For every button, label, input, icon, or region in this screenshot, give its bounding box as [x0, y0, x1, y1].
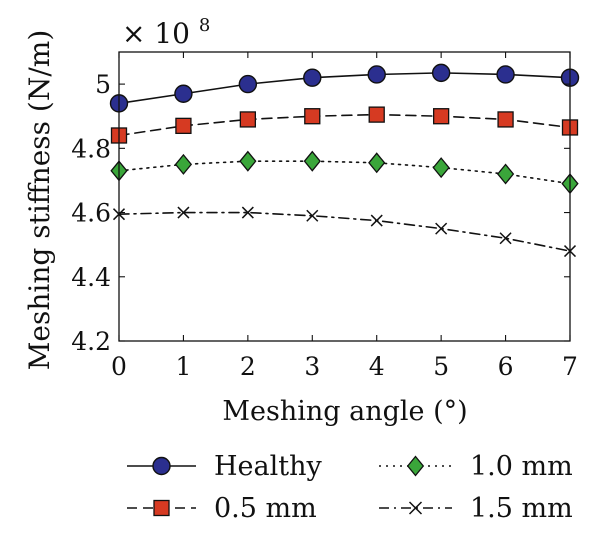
series-0-point-6 — [496, 65, 515, 84]
x-tick-label-7: 7 — [562, 352, 578, 381]
series-3-point-3-stroke-b — [306, 209, 319, 222]
legend-item-1-5-mm: 1.5 mm — [379, 493, 573, 524]
series-1-0-mm — [110, 150, 579, 195]
series-0-point-3 — [303, 68, 322, 87]
series-1-point-3 — [304, 108, 321, 125]
series-1-point-6 — [497, 111, 514, 128]
legend-marker-0 — [152, 456, 171, 476]
legend-item-1-0-mm: 1.0 mm — [379, 451, 573, 482]
x-tick-label-3: 3 — [304, 352, 320, 381]
series-3-point-3 — [306, 209, 319, 222]
series-2-point-3 — [303, 150, 321, 172]
x-axis-label: Meshing angle (°) — [222, 396, 467, 427]
series-3-point-4-stroke-b — [370, 214, 383, 227]
series-line-3 — [118, 211, 571, 252]
legend-marker-2 — [406, 455, 425, 477]
series-3-point-2-stroke-b — [241, 206, 254, 219]
series-3-point-6-stroke-b — [499, 232, 512, 245]
series-0-point-4 — [367, 65, 386, 84]
x-tick-label-4: 4 — [369, 352, 385, 381]
series-0-point-1 — [174, 84, 193, 103]
series-2-point-4 — [368, 152, 386, 174]
series-2-point-2 — [239, 150, 257, 172]
x-tick-label-6: 6 — [498, 352, 514, 381]
series-3-point-5 — [435, 222, 448, 235]
x-tick-label-1: 1 — [175, 352, 191, 381]
y-tick-label-1: 4.4 — [71, 263, 111, 292]
legend-label-1: 0.5 mm — [214, 493, 317, 524]
series-3-point-5-stroke-b — [435, 222, 448, 235]
series-0-point-5 — [431, 63, 451, 83]
y-tick-label-3: 4.8 — [71, 134, 111, 163]
plot-border — [118, 51, 571, 342]
y-axis-label: Meshing stiffness (N/m) — [23, 30, 56, 371]
series-healthy — [109, 63, 580, 113]
scale-factor-exponent: 8 — [199, 15, 210, 36]
legend-marker-3-stroke-b — [408, 501, 423, 515]
legend-label-3: 1.5 mm — [470, 493, 573, 524]
legend-item-0-5-mm: 0.5 mm — [127, 493, 317, 524]
plot-area-layer — [119, 52, 570, 341]
series-2-point-1 — [174, 153, 193, 175]
series-1-point-4 — [368, 106, 385, 123]
series-1-5-mm — [112, 206, 577, 258]
y-tick-label-2: 4.6 — [71, 199, 111, 228]
legend-label-2: 1.0 mm — [470, 451, 573, 482]
plot-background — [119, 52, 570, 341]
series-line-0 — [118, 72, 571, 105]
series-line-2 — [118, 160, 571, 185]
x-tick-label-5: 5 — [433, 352, 449, 381]
series-0-point-2 — [238, 74, 258, 94]
series-3-point-6 — [499, 232, 512, 245]
legend-marker-3 — [408, 501, 423, 515]
y-tick-label-0: 4.2 — [71, 327, 111, 356]
legend-marker-1 — [153, 499, 170, 517]
series-1-point-1 — [175, 117, 192, 135]
legend: Healthy 0.5 mm 1.0 mm 1.5 mm — [127, 451, 573, 524]
series-3-point-4 — [370, 214, 383, 227]
legend-item-healthy: Healthy — [127, 451, 322, 482]
series-1-point-5 — [432, 108, 450, 125]
scale-factor-base: × 10 — [122, 17, 190, 50]
y-tick-label-4: 5 — [95, 70, 111, 99]
series-2-point-5 — [432, 157, 450, 179]
series-layer — [109, 63, 580, 258]
legend-label-0: Healthy — [214, 451, 322, 482]
series-2-point-6 — [496, 163, 515, 185]
x-tick-label-0: 0 — [111, 352, 127, 381]
axis-layer: 0 1 2 3 4 5 6 7 4.2 4.4 4.6 4.8 5 — [71, 51, 578, 381]
scale-factor-label: × 10 8 — [122, 15, 210, 50]
series-3-point-1-stroke-b — [177, 206, 190, 219]
series-1-point-2 — [239, 111, 257, 128]
series-line-1 — [118, 113, 571, 137]
x-tick-label-2: 2 — [240, 352, 256, 381]
series-3-point-1 — [177, 206, 190, 219]
series-3-point-2 — [241, 206, 254, 219]
